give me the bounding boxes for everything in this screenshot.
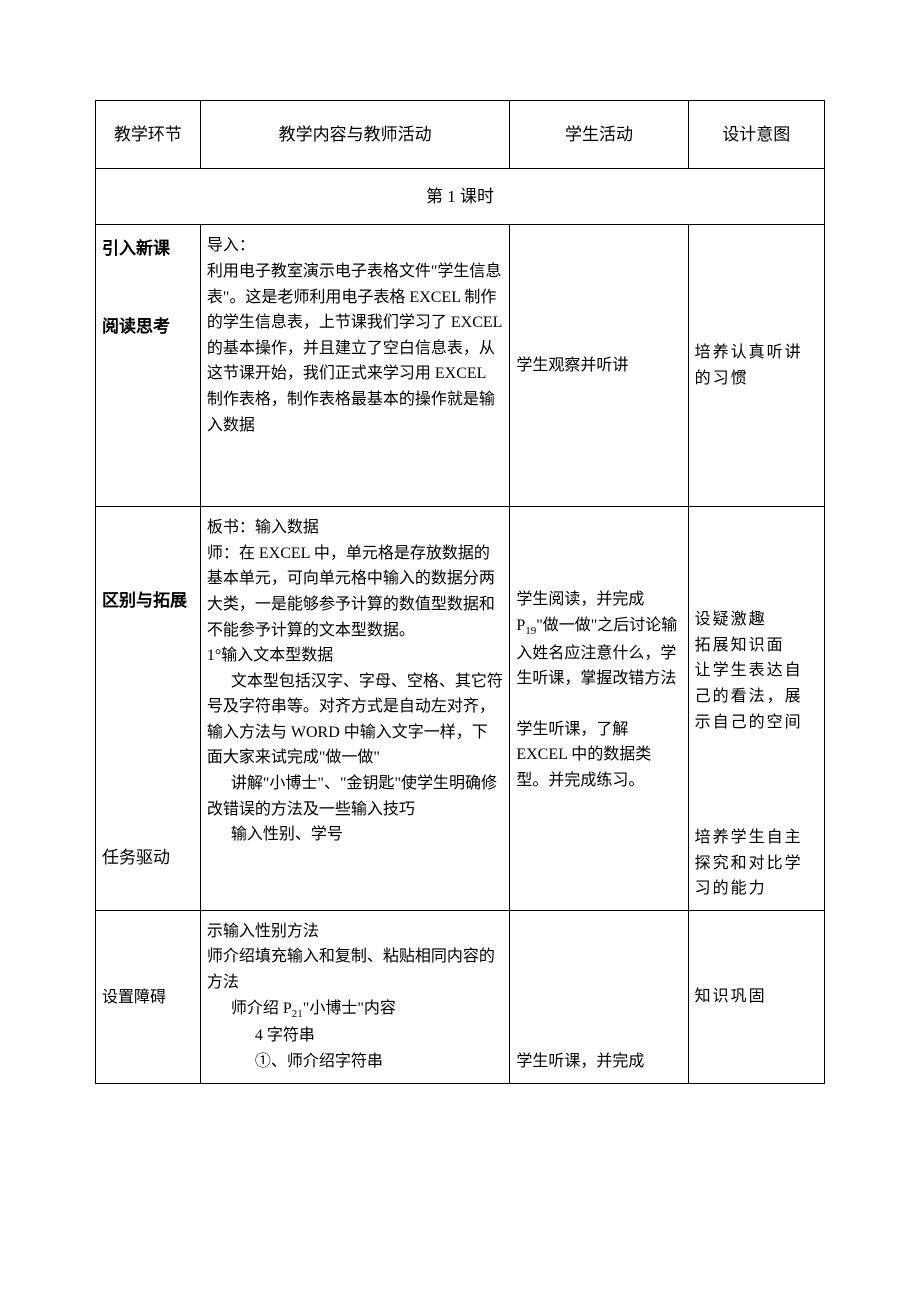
student-listen: 学生听课，了解 EXCEL 中的数据类型。并完成练习。 xyxy=(516,721,651,789)
content-board: 板书：输入数据 xyxy=(207,519,319,536)
phase-distinguish: 区别与拓展 任务驱动 xyxy=(96,507,201,911)
content-intro-string: ①、师介绍字符串 xyxy=(207,1049,503,1075)
student-distinguish: 学生阅读，并完成 P19"做一做"之后讨论输入姓名应注意什么，学生听课，掌握改错… xyxy=(510,507,688,911)
phase-label-intro: 引入新课 xyxy=(102,235,194,262)
row-distinguish: 区别与拓展 任务驱动 板书：输入数据 师：在 EXCEL 中，单元格是存放数据的… xyxy=(96,507,825,911)
header-phase: 教学环节 xyxy=(96,101,201,169)
content-text-type: 文本型包括汉字、字母、空格、其它符号及字符串等。对齐方式是自动左对齐，输入方法与… xyxy=(207,669,503,771)
header-student: 学生活动 xyxy=(510,101,688,169)
content-teacher1: 师：在 EXCEL 中，单元格是存放数据的基本单元，可向单元格中输入的数据分两大… xyxy=(207,545,495,639)
content-input-text: 1°输入文本型数据 xyxy=(207,647,333,664)
content-4string: 4 字符串 xyxy=(207,1023,503,1049)
content-fill-copy: 师介绍填充输入和复制、粘贴相同内容的方法 xyxy=(207,948,495,991)
row-obstacle: 设置障碍 示输入性别方法 师介绍填充输入和复制、粘贴相同内容的方法 师介绍 P2… xyxy=(96,910,825,1083)
section-title: 第 1 课时 xyxy=(96,169,825,225)
row-intro: 引入新课 阅读思考 导入： 利用电子教室演示电子表格文件"学生信息表"。这是老师… xyxy=(96,225,825,507)
intent-curiosity: 设疑激趣 拓展知识面 让学生表达自己的看法，展示自己的空间 xyxy=(695,607,818,735)
header-intent: 设计意图 xyxy=(688,101,824,169)
student-obstacle: 学生听课，并完成 xyxy=(510,910,688,1083)
student-read-sub: 19 xyxy=(525,625,536,637)
intent-intro: 培养认真听讲的习惯 xyxy=(688,225,824,507)
content-p21: 师介绍 P21"小博士"内容 xyxy=(207,996,503,1024)
phase-obstacle: 设置障碍 xyxy=(96,910,201,1083)
intent-selfstudy: 培养学生自主探究和对比学习的能力 xyxy=(695,825,818,902)
content-distinguish: 板书：输入数据 师：在 EXCEL 中，单元格是存放数据的基本单元，可向单元格中… xyxy=(200,507,509,911)
phase-label-reading: 阅读思考 xyxy=(102,313,194,340)
content-explain: 讲解"小博士"、"金钥匙"使学生明确修改错误的方法及一些输入技巧 xyxy=(207,771,503,822)
phase-label-obstacle: 设置障碍 xyxy=(102,989,166,1006)
lesson-plan-table: 教学环节 教学内容与教师活动 学生活动 设计意图 第 1 课时 引入新课 阅读思… xyxy=(95,100,825,1084)
content-intro-text: 导入： 利用电子教室演示电子表格文件"学生信息表"。这是老师利用电子表格 EXC… xyxy=(207,237,502,433)
content-intro: 导入： 利用电子教室演示电子表格文件"学生信息表"。这是老师利用电子表格 EXC… xyxy=(200,225,509,507)
section-title-row: 第 1 课时 xyxy=(96,169,825,225)
student-intro: 学生观察并听讲 xyxy=(510,225,688,507)
header-content: 教学内容与教师活动 xyxy=(200,101,509,169)
content-obstacle: 示输入性别方法 师介绍填充输入和复制、粘贴相同内容的方法 师介绍 P21"小博士… xyxy=(200,910,509,1083)
content-show-gender: 示输入性别方法 xyxy=(207,923,319,940)
header-row: 教学环节 教学内容与教师活动 学生活动 设计意图 xyxy=(96,101,825,169)
phase-label-task: 任务驱动 xyxy=(102,844,194,871)
phase-label-distinguish: 区别与拓展 xyxy=(102,587,194,614)
phase-intro: 引入新课 阅读思考 xyxy=(96,225,201,507)
student-read-post: "做一做"之后讨论输入姓名应注意什么，学生听课，掌握改错方法 xyxy=(516,617,677,687)
content-input-gender: 输入性别、学号 xyxy=(207,822,503,848)
intent-obstacle: 知识巩固 xyxy=(688,910,824,1083)
intent-distinguish: 设疑激趣 拓展知识面 让学生表达自己的看法，展示自己的空间 培养学生自主探究和对… xyxy=(688,507,824,911)
